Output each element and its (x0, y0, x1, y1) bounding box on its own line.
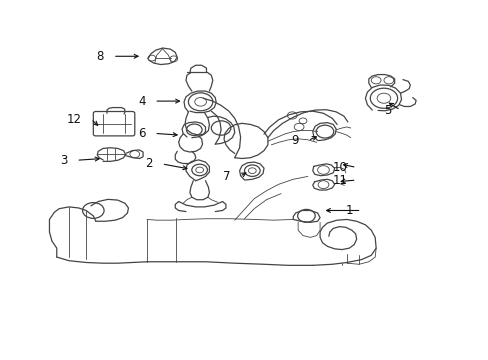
Text: 1: 1 (345, 204, 352, 217)
Text: 8: 8 (97, 50, 104, 63)
Text: 6: 6 (138, 127, 145, 140)
Text: 10: 10 (332, 161, 347, 174)
Text: 5: 5 (384, 104, 391, 117)
Text: 4: 4 (138, 95, 145, 108)
Text: 7: 7 (223, 170, 230, 183)
Text: 11: 11 (332, 174, 347, 186)
Text: 2: 2 (145, 157, 153, 170)
Text: 3: 3 (60, 154, 67, 167)
Text: 12: 12 (67, 113, 82, 126)
Text: 9: 9 (291, 134, 299, 147)
